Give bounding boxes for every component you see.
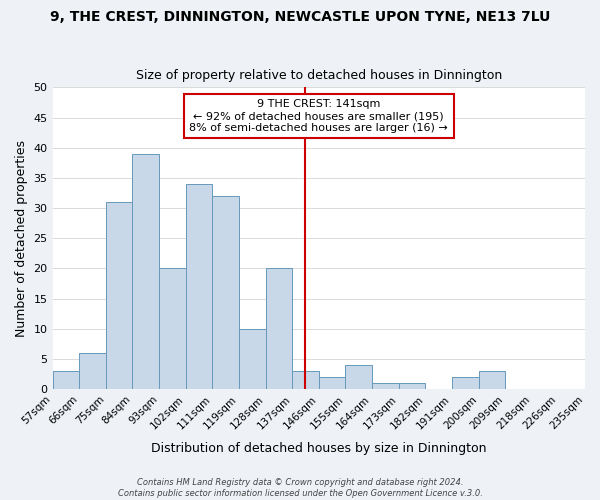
Text: 9, THE CREST, DINNINGTON, NEWCASTLE UPON TYNE, NE13 7LU: 9, THE CREST, DINNINGTON, NEWCASTLE UPON… bbox=[50, 10, 550, 24]
Y-axis label: Number of detached properties: Number of detached properties bbox=[15, 140, 28, 337]
Bar bbox=[452, 377, 479, 389]
Bar bbox=[372, 383, 398, 389]
Bar bbox=[106, 202, 133, 389]
Bar bbox=[239, 329, 266, 389]
Bar bbox=[53, 371, 79, 389]
Text: 9 THE CREST: 141sqm
← 92% of detached houses are smaller (195)
8% of semi-detach: 9 THE CREST: 141sqm ← 92% of detached ho… bbox=[190, 100, 448, 132]
Bar bbox=[185, 184, 212, 389]
Bar bbox=[159, 268, 185, 389]
Bar bbox=[292, 371, 319, 389]
Bar bbox=[319, 377, 346, 389]
X-axis label: Distribution of detached houses by size in Dinnington: Distribution of detached houses by size … bbox=[151, 442, 487, 455]
Bar bbox=[79, 353, 106, 389]
Bar bbox=[212, 196, 239, 389]
Bar bbox=[479, 371, 505, 389]
Bar bbox=[398, 383, 425, 389]
Text: Contains HM Land Registry data © Crown copyright and database right 2024.
Contai: Contains HM Land Registry data © Crown c… bbox=[118, 478, 482, 498]
Bar bbox=[133, 154, 159, 389]
Title: Size of property relative to detached houses in Dinnington: Size of property relative to detached ho… bbox=[136, 69, 502, 82]
Bar bbox=[346, 365, 372, 389]
Bar bbox=[266, 268, 292, 389]
